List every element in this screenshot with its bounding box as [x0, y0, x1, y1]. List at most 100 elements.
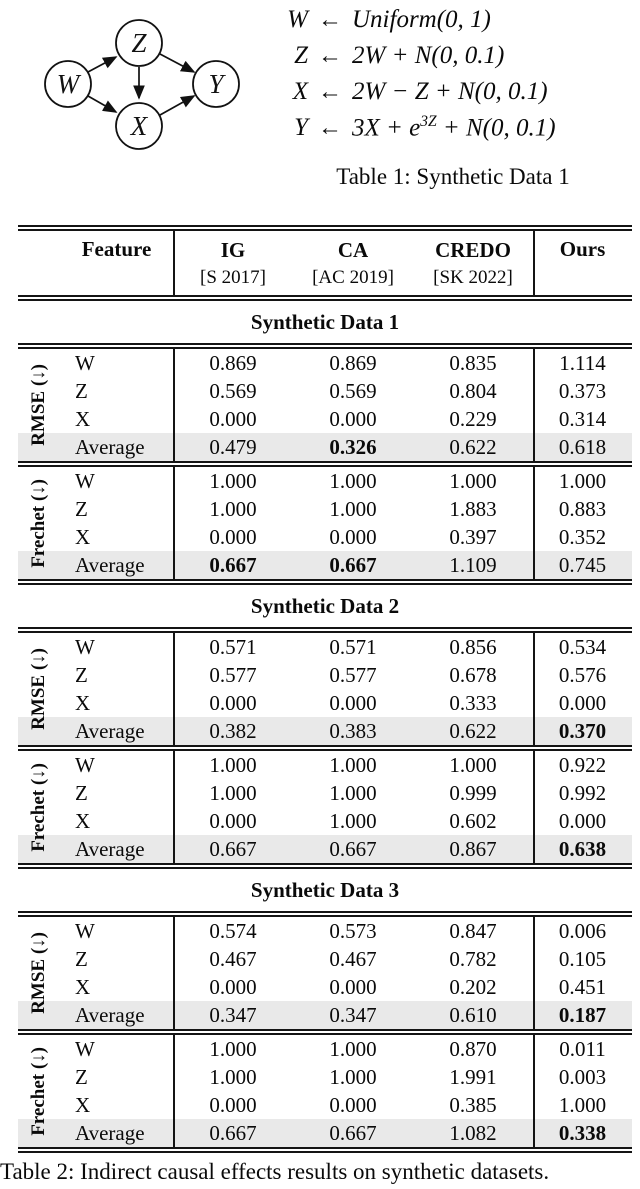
equation-lhs: Z	[294, 42, 308, 69]
table-row: X 0.000 1.000 0.602 0.000	[18, 807, 632, 835]
equation-rhs: 3X + e3Z + N(0, 0.1)	[352, 113, 556, 142]
table-rule	[18, 343, 632, 349]
equation-rhs: 2W − Z + N(0, 0.1)	[352, 78, 548, 105]
structural-equations: W ← Uniform(0, 1) Z ← 2W + N(0, 0.1) X ← 2W − Z …	[266, 2, 640, 146]
table-row: W 1.000 1.000 1.000 0.922	[18, 751, 632, 779]
table-rule	[18, 579, 632, 585]
dag-edges	[87, 53, 196, 116]
feature-cell: W	[75, 1036, 95, 1061]
method-name: CREDO	[435, 238, 511, 262]
table-row: Z 1.000 1.000 0.999 0.992	[18, 779, 632, 807]
value-cell: 0.571	[329, 634, 377, 659]
equation-lhs: W	[287, 6, 308, 33]
method-reference: [AC 2019]	[312, 267, 394, 288]
dag-nodes	[44, 19, 240, 150]
column-divider	[173, 231, 175, 295]
column-divider	[173, 633, 175, 745]
equation-line: W ← Uniform(0, 1)	[266, 2, 640, 38]
value-cell: 0.999	[449, 780, 497, 805]
feature-cell: X	[75, 406, 91, 431]
value-cell: 0.922	[558, 752, 607, 777]
column-divider	[173, 917, 175, 1029]
metric-label: Frechet (↓)	[18, 751, 60, 863]
metric-label: RMSE (↓)	[18, 349, 60, 461]
header-feature: Feature	[81, 237, 152, 261]
value-cell: 0.622	[449, 434, 497, 459]
value-cell: 0.382	[209, 718, 257, 743]
value-cell: 0.835	[449, 350, 497, 375]
metric-block: Frechet (↓) W 1.000 1.000 1.000 1.000 Z 1.000 1.…	[18, 467, 632, 579]
results-table: Feature IG [S 2017] CA [AC 2019] CREDO [SK 202…	[18, 225, 632, 1153]
value-cell: 0.000	[329, 524, 377, 549]
left-arrow-symbol: ←	[318, 78, 342, 105]
value-cell: 0.667	[329, 1120, 377, 1145]
value-cell: 0.534	[558, 634, 607, 659]
value-cell: 1.000	[449, 468, 497, 493]
section-title: Synthetic Data 1	[250, 310, 400, 334]
value-cell: 0.622	[449, 718, 497, 743]
value-cell: 0.000	[329, 406, 377, 431]
feature-cell: Z	[75, 1064, 88, 1089]
table-row: X 0.000 0.000 0.202 0.451	[18, 973, 632, 1001]
column-divider	[173, 1035, 175, 1147]
metric-block: RMSE (↓) W 0.574 0.573 0.847 0.006 Z 0.467 0.467…	[18, 917, 632, 1029]
value-cell: 0.187	[558, 1002, 607, 1027]
value-cell: 0.667	[329, 836, 377, 861]
value-cell: 0.000	[209, 974, 257, 999]
feature-cell: Average	[75, 552, 145, 577]
value-cell: 0.383	[329, 718, 377, 743]
value-cell: 0.326	[329, 434, 377, 459]
table-row: Z 0.577 0.577 0.678 0.576	[18, 661, 632, 689]
equation-line: Z ← 2W + N(0, 0.1)	[266, 38, 640, 74]
feature-cell: Z	[75, 780, 88, 805]
value-cell: 0.000	[209, 1092, 257, 1117]
value-cell: 1.114	[559, 350, 606, 375]
value-cell: 0.011	[559, 1036, 606, 1061]
edge-w-x	[87, 95, 118, 113]
value-cell: 0.347	[329, 1002, 377, 1027]
column-divider	[533, 1035, 535, 1147]
value-cell: 0.352	[558, 524, 607, 549]
value-cell: 0.479	[209, 434, 257, 459]
value-cell: 0.003	[558, 1064, 607, 1089]
value-cell: 0.847	[449, 918, 497, 943]
value-cell: 0.373	[558, 378, 607, 403]
method-reference: [SK 2022]	[433, 267, 513, 288]
metric-block: Frechet (↓) W 1.000 1.000 0.870 0.011 Z 1.000 1.…	[18, 1035, 632, 1147]
metric-label-text: RMSE (↓)	[28, 932, 49, 1014]
equation-lhs: Y	[294, 114, 308, 141]
metric-label-text: Frechet (↓)	[28, 762, 49, 852]
header-method-cell: CA [AC 2019]	[293, 237, 413, 291]
column-divider	[173, 467, 175, 579]
metric-label-text: RMSE (↓)	[28, 364, 49, 446]
equation-superscript: 3Z	[420, 113, 437, 131]
value-cell: 0.883	[558, 496, 607, 521]
table-rule	[18, 863, 632, 869]
column-divider	[533, 751, 535, 863]
column-divider	[173, 751, 175, 863]
feature-cell: W	[75, 468, 95, 493]
table-row: X 0.000 0.000 0.333 0.000	[18, 689, 632, 717]
value-cell: 0.569	[329, 378, 377, 403]
value-cell: 1.000	[329, 752, 377, 777]
value-cell: 0.000	[209, 690, 257, 715]
causal-dag-figure: W Z X Y	[44, 19, 240, 150]
value-cell: 0.870	[449, 1036, 497, 1061]
value-cell: 0.006	[558, 918, 607, 943]
equation-rhs: Uniform(0, 1)	[352, 6, 491, 33]
table-row: W 1.000 1.000 1.000 1.000	[18, 467, 632, 495]
table-caption: Table 2: Indirect causal effects results…	[0, 1159, 550, 1184]
table-row: W 0.571 0.571 0.856 0.534	[18, 633, 632, 661]
feature-cell: Z	[75, 946, 88, 971]
column-divider	[533, 917, 535, 1029]
value-cell: 0.105	[558, 946, 607, 971]
value-cell: 0.467	[329, 946, 377, 971]
value-cell: 0.610	[449, 1002, 497, 1027]
feature-cell: Z	[75, 496, 88, 521]
node-w-circle	[44, 60, 92, 108]
metric-block: Frechet (↓) W 1.000 1.000 1.000 0.922 Z 1.000 1.…	[18, 751, 632, 863]
value-cell: 0.000	[209, 406, 257, 431]
edge-z-y	[159, 53, 196, 73]
equation-line: X ← 2W − Z + N(0, 0.1)	[266, 74, 640, 110]
table-rule	[18, 627, 632, 633]
